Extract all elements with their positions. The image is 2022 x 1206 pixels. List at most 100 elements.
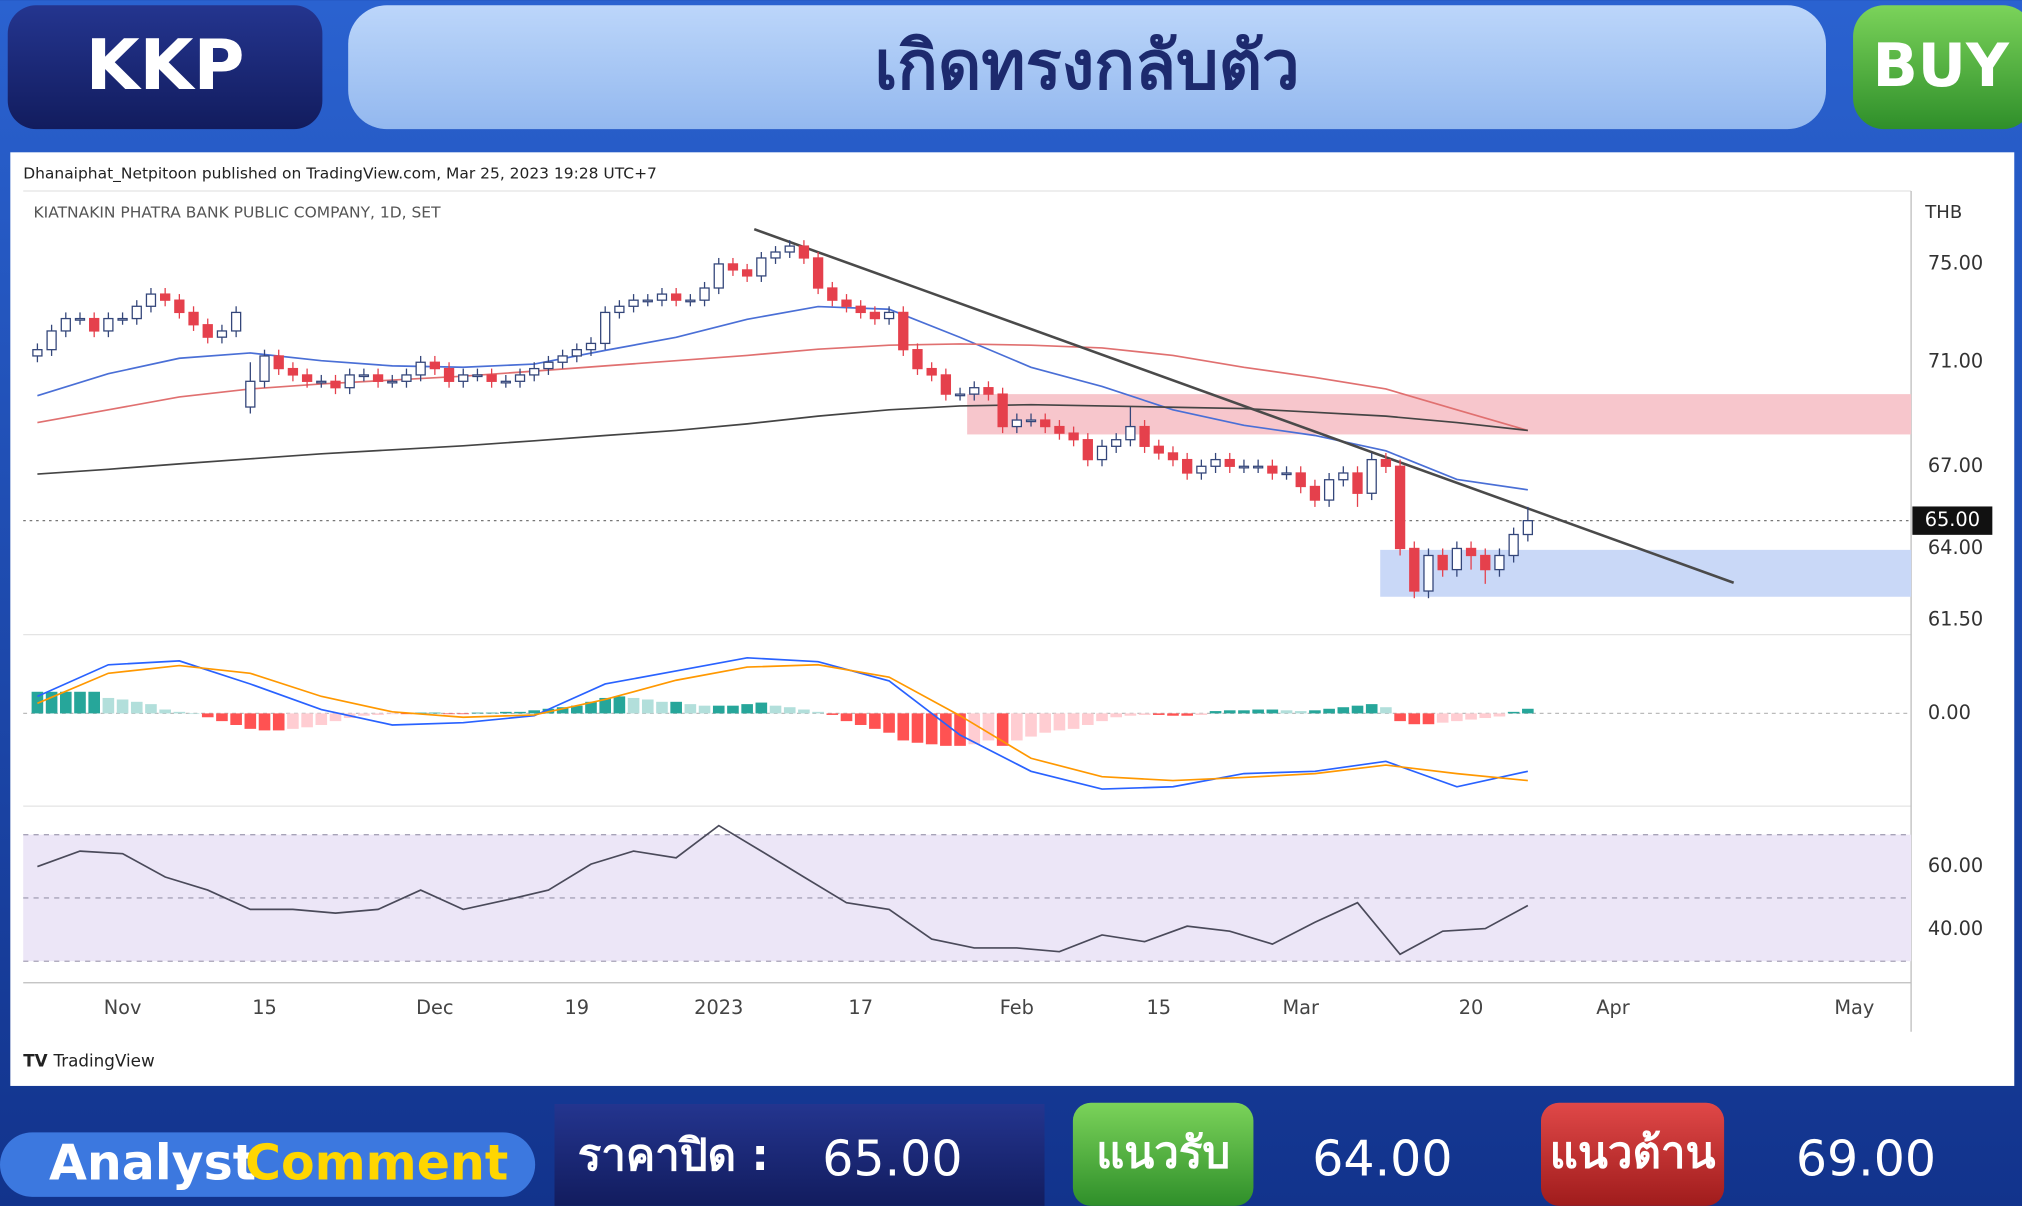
y-tick-label: 64.00 (1928, 536, 1983, 559)
macd-histogram-bar (1181, 713, 1193, 716)
macd-histogram-bar (1238, 710, 1250, 714)
macd-histogram-bar (173, 711, 186, 714)
candle-body (1210, 458, 1221, 467)
macd-histogram-bar (1082, 713, 1094, 725)
candle-body (671, 293, 682, 301)
candle-body (131, 305, 142, 320)
support-value: 64.00 (1312, 1131, 1452, 1188)
symbol: KIATNAKIN PHATRA BANK PUBLIC COMPANY, 1D… (34, 203, 442, 221)
y-tick-label: 61.50 (1928, 607, 1983, 630)
candle-body (997, 393, 1008, 428)
candle-body (1153, 445, 1164, 454)
x-tick-label: 15 (252, 996, 277, 1019)
resistance-label: แนวต้าน (1550, 1128, 1716, 1179)
candle-body (1182, 458, 1193, 474)
macd-histogram-bar (954, 713, 966, 746)
candle-body (60, 317, 71, 332)
macd-histogram-bar (1067, 713, 1080, 729)
candle-body (1366, 458, 1377, 494)
headline-pill (348, 5, 1826, 130)
macd-histogram-bar (159, 709, 171, 714)
currency: THB (1924, 202, 1962, 223)
candle-body (912, 349, 923, 370)
macd-histogram-bar (1025, 713, 1037, 737)
candle-body (741, 269, 753, 277)
candle-body (46, 330, 57, 351)
macd-histogram-bar (1011, 713, 1023, 741)
candle-body (529, 367, 540, 376)
candle-body (571, 349, 582, 357)
candle-body (727, 263, 739, 271)
candle-body (387, 380, 398, 384)
candle-body (415, 361, 426, 376)
candle-body (614, 305, 625, 314)
macd-histogram-bar (869, 713, 881, 729)
candle-body (486, 374, 497, 382)
candle-body (1252, 465, 1264, 469)
x-tick-label: Feb (1000, 996, 1034, 1019)
ticker-pill (7, 5, 323, 130)
macd-histogram-bar (712, 705, 725, 714)
support-label: แนวรับ (1096, 1128, 1230, 1179)
y-tick-label: 71.00 (1928, 350, 1983, 373)
candle-body (1224, 458, 1235, 467)
candle-body (1196, 465, 1207, 474)
macd-histogram-bar (1309, 710, 1321, 714)
candle-body (1139, 425, 1150, 447)
macd-histogram-bar (1365, 704, 1378, 714)
close-value: 65.00 (822, 1131, 962, 1188)
macd-histogram-bar (1053, 713, 1066, 731)
candle-body (1437, 554, 1448, 571)
candle-body (103, 317, 114, 332)
candle-body (699, 287, 710, 301)
macd-histogram-bar (59, 691, 72, 714)
candle-body (202, 324, 213, 338)
y-tick-label: 0.00 (1928, 701, 1971, 724)
macd-histogram-bar (471, 712, 484, 714)
macd-histogram-bar (656, 701, 668, 714)
candle-body (1040, 419, 1051, 428)
macd-histogram-bar (897, 713, 910, 741)
macd-histogram-bar (940, 713, 952, 746)
macd-histogram-bar (1138, 713, 1151, 715)
macd-histogram-bar (769, 705, 782, 714)
candle-body (812, 257, 824, 289)
candle-body (841, 299, 852, 307)
candle-body (1068, 432, 1079, 441)
candle-body (401, 374, 412, 382)
candle-body (145, 293, 157, 307)
candle-body (1281, 472, 1292, 476)
macd-histogram-bar (1422, 713, 1435, 725)
macd-histogram-bar (585, 701, 597, 714)
macd-histogram-bar (1337, 707, 1350, 714)
macd-histogram-bar (1351, 705, 1364, 714)
candle-body (1295, 472, 1306, 488)
candle-body (1309, 485, 1321, 501)
macd-histogram-bar (1451, 713, 1463, 722)
candle-body (1338, 472, 1349, 481)
candle-body (443, 367, 455, 382)
macd-histogram-bar (1110, 713, 1123, 718)
macd-histogram-bar (996, 713, 1009, 746)
candle-body (898, 311, 909, 351)
candle-body (514, 374, 526, 382)
macd-histogram-bar (329, 713, 342, 722)
macd-histogram-bar (1408, 713, 1421, 725)
macd-histogram-bar (74, 691, 86, 714)
macd-histogram-bar (1323, 708, 1335, 714)
candle-body (798, 245, 810, 259)
candle-body (330, 380, 341, 389)
candle-body (926, 367, 937, 376)
candle-body (1423, 554, 1434, 592)
macd-histogram-bar (1039, 713, 1052, 733)
candle-body (458, 374, 469, 382)
last-price-box (1912, 506, 1993, 535)
y-tick-label: 60.00 (1928, 854, 1983, 877)
candle-body (1025, 419, 1037, 423)
x-tick-label: 19 (564, 996, 589, 1019)
macd-histogram-bar (88, 691, 100, 714)
candle-body (969, 387, 980, 395)
y-tick-label: 67.00 (1928, 454, 1983, 477)
macd-histogram-bar (358, 713, 370, 716)
macd-histogram-bar (116, 699, 129, 714)
